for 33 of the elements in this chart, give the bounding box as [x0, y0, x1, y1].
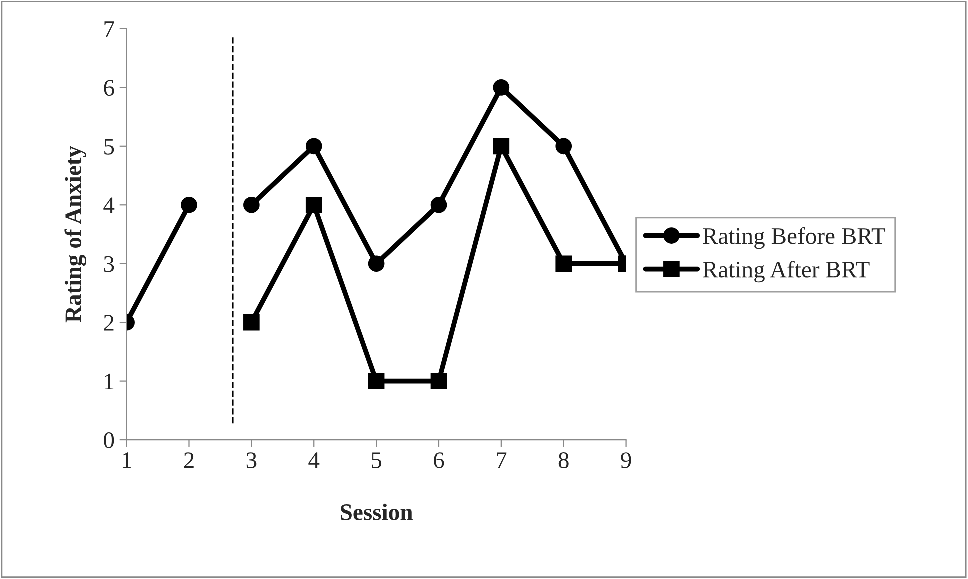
- y-tick-label: 6: [104, 80, 114, 96]
- point: [368, 256, 385, 272]
- point: [493, 80, 510, 96]
- x-tick-label: 8: [558, 452, 569, 468]
- point: [244, 196, 260, 214]
- x-tick-label: 3: [246, 452, 257, 468]
- y-tick-label: 5: [104, 139, 114, 155]
- y-tick-label: 2: [104, 315, 114, 331]
- x-tick-label: 4: [308, 452, 320, 468]
- y-tick-label: 0: [104, 432, 114, 448]
- y-tick-label: 7: [104, 22, 114, 38]
- x-axis-title: Session: [341, 504, 413, 520]
- point: [368, 373, 385, 390]
- y-tick-label: 1: [105, 374, 114, 390]
- x-tick-label: 7: [497, 452, 507, 468]
- point: [306, 138, 322, 155]
- point: [430, 196, 448, 214]
- x-tick-label: 2: [184, 452, 194, 468]
- point: [493, 138, 510, 155]
- point: [306, 196, 322, 214]
- x-tick-label: 6: [434, 452, 444, 468]
- x-tick-label: 9: [621, 452, 632, 468]
- legend-label: Rating After BRT: [703, 260, 870, 283]
- point: [244, 314, 260, 331]
- y-axis-title: Rating of Anxiety: [64, 146, 87, 323]
- point: [556, 256, 572, 272]
- point: [430, 373, 448, 390]
- x-tick-label: 1: [122, 452, 132, 468]
- x-tick-label: 5: [372, 452, 382, 468]
- y-tick-label: 4: [104, 198, 115, 214]
- y-tick-label: 3: [104, 256, 114, 272]
- legend-label: Rating Before BRT: [703, 227, 886, 250]
- point: [556, 138, 572, 155]
